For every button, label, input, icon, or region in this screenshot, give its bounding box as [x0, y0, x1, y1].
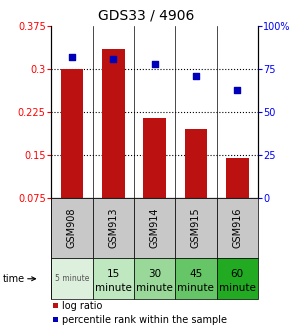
Text: GSM914: GSM914 — [149, 208, 160, 248]
Point — [70, 54, 74, 60]
Text: GSM916: GSM916 — [232, 208, 242, 248]
Text: 15: 15 — [107, 269, 120, 279]
Bar — [102, 49, 125, 198]
Bar — [226, 158, 248, 198]
Text: 5 minute: 5 minute — [55, 274, 89, 283]
Text: percentile rank within the sample: percentile rank within the sample — [62, 315, 227, 325]
Text: 30: 30 — [148, 269, 161, 279]
Text: minute: minute — [136, 283, 173, 293]
Point — [193, 73, 198, 78]
Point — [111, 56, 115, 61]
Text: log ratio: log ratio — [62, 301, 103, 311]
Text: minute: minute — [219, 283, 255, 293]
Text: minute: minute — [95, 283, 132, 293]
Bar — [61, 69, 83, 198]
Bar — [143, 118, 166, 198]
Text: time: time — [3, 274, 25, 284]
Text: minute: minute — [178, 283, 214, 293]
Text: 60: 60 — [231, 269, 244, 279]
Text: GDS33 / 4906: GDS33 / 4906 — [98, 9, 195, 23]
Point — [235, 87, 240, 92]
Text: GSM915: GSM915 — [191, 208, 201, 249]
Text: GSM908: GSM908 — [67, 208, 77, 248]
Bar — [185, 129, 207, 198]
Text: GSM913: GSM913 — [108, 208, 118, 248]
Point — [152, 61, 157, 66]
Text: 45: 45 — [189, 269, 202, 279]
